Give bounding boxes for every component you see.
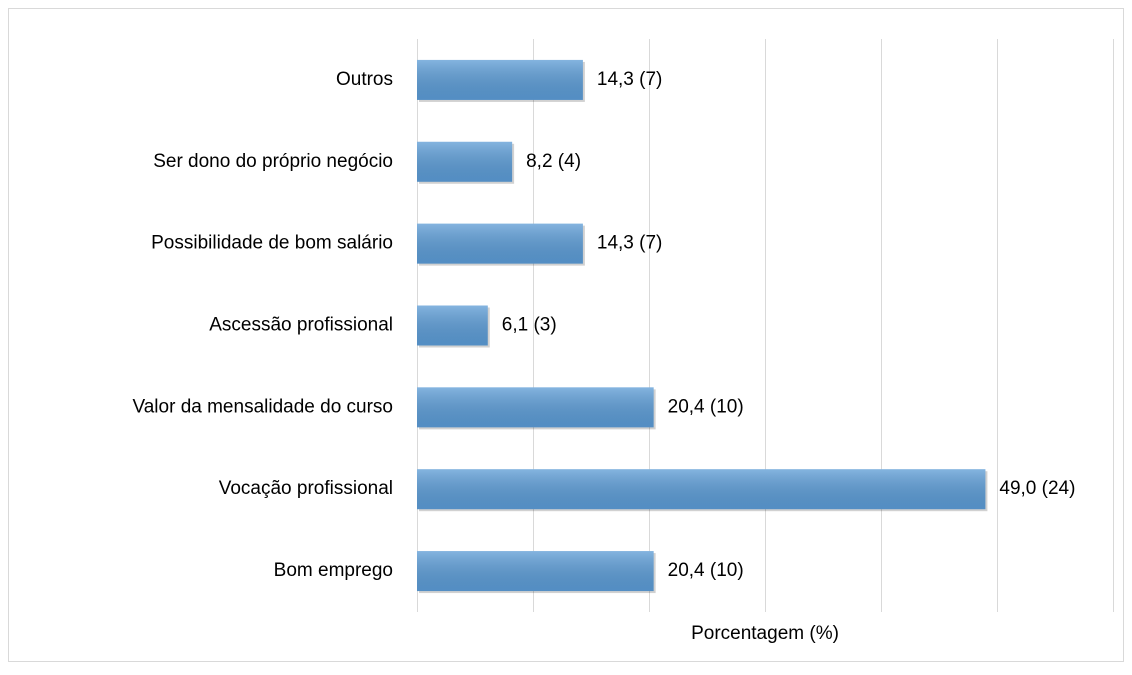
- y-tick-label: Ser dono do próprio negócio: [153, 151, 393, 172]
- data-label: 6,1 (3): [502, 315, 557, 336]
- y-tick-label: Valor da mensalidade do curso: [132, 396, 393, 417]
- y-tick-label: Bom emprego: [274, 560, 393, 581]
- data-label: 49,0 (24): [999, 478, 1075, 499]
- data-label: 20,4 (10): [668, 560, 744, 581]
- bar-sheen: [417, 469, 986, 510]
- data-label: 14,3 (7): [597, 69, 662, 90]
- y-tick-label: Outros: [336, 69, 393, 90]
- bar-sheen: [417, 223, 583, 264]
- bar-sheen: [417, 141, 513, 182]
- y-tick-label: Possibilidade de bom salário: [151, 233, 393, 254]
- bar-sheen: [417, 59, 583, 100]
- x-axis-label: Porcentagem (%): [691, 623, 839, 644]
- bar-sheen: [417, 551, 654, 592]
- data-label: 20,4 (10): [668, 396, 744, 417]
- data-label: 8,2 (4): [526, 151, 581, 172]
- bar-sheen: [417, 305, 488, 346]
- y-tick-label: Ascessão profissional: [209, 315, 393, 336]
- bar-sheen: [417, 387, 654, 428]
- data-label: 14,3 (7): [597, 233, 662, 254]
- y-tick-label: Vocação profissional: [219, 478, 393, 499]
